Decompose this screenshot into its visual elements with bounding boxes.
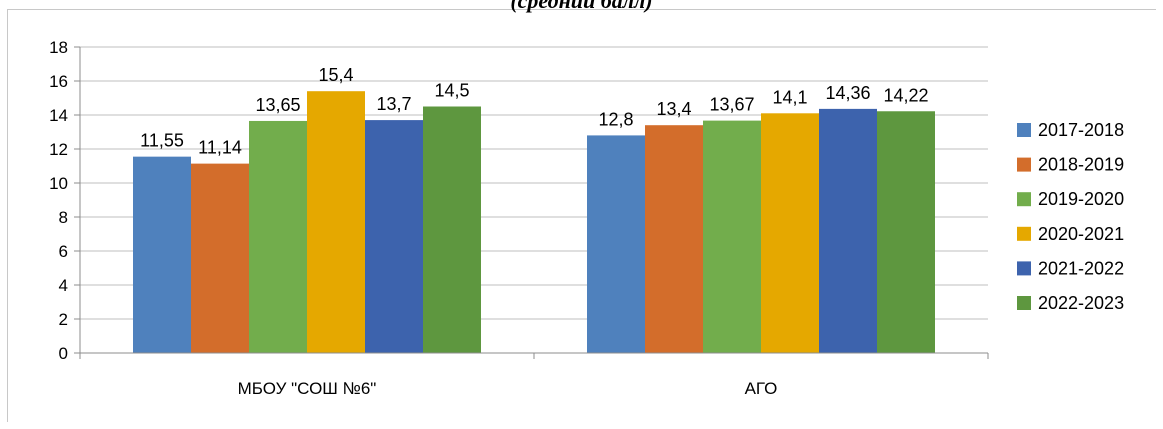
bar — [761, 113, 819, 353]
legend-swatch — [1017, 157, 1031, 172]
data-label: 14,1 — [772, 87, 807, 107]
legend-swatch — [1017, 296, 1031, 310]
bar — [587, 135, 645, 353]
bars — [133, 91, 935, 353]
y-tick-label: 4 — [59, 276, 68, 295]
y-axis: 0 2 4 6 8 10 12 14 16 18 — [49, 38, 81, 363]
data-label: 15,4 — [318, 65, 353, 85]
y-tick-label: 6 — [59, 242, 68, 261]
chart-frame — [7, 9, 1156, 422]
bar — [365, 120, 423, 353]
data-labels: 11,55 11,14 13,65 15,4 13,7 14,5 12,8 13,4 13,67… — [140, 65, 928, 157]
legend-label: 2021-2022 — [1038, 258, 1124, 278]
bar — [645, 125, 703, 353]
bar — [307, 91, 365, 353]
data-label: 14,36 — [825, 83, 870, 103]
legend-swatch — [1017, 123, 1031, 137]
legend-label: 2017-2018 — [1038, 120, 1124, 140]
x-category-label: АГО — [745, 379, 778, 398]
data-label: 13,7 — [376, 94, 411, 114]
y-tick-label: 2 — [59, 310, 68, 329]
x-category-label: МБОУ "СОШ №6" — [238, 379, 377, 398]
data-label: 14,22 — [883, 85, 928, 105]
data-label: 11,14 — [198, 138, 242, 158]
y-tick-label: 16 — [49, 72, 68, 91]
chart-title: (средний балл) — [510, 0, 653, 13]
legend-swatch — [1017, 192, 1031, 207]
legend-label: 2022-2023 — [1038, 293, 1124, 313]
data-label: 13,65 — [255, 95, 300, 115]
data-label: 13,4 — [656, 99, 691, 119]
legend: 2017-2018 2018-2019 2019-2020 2020-2021 2021… — [1017, 120, 1124, 313]
data-label: 13,67 — [709, 95, 754, 115]
legend-swatch — [1017, 261, 1031, 276]
legend-label: 2019-2020 — [1038, 189, 1124, 209]
data-label: 14,5 — [434, 81, 469, 101]
legend-label: 2018-2019 — [1038, 155, 1124, 175]
data-label: 12,8 — [598, 109, 633, 129]
legend-label: 2020-2021 — [1038, 224, 1124, 244]
y-tick-label: 0 — [59, 344, 68, 363]
y-tick-label: 18 — [49, 38, 68, 57]
x-axis: МБОУ "СОШ №6" АГО — [79, 352, 989, 398]
legend-swatch — [1017, 226, 1031, 241]
data-label: 11,55 — [140, 131, 184, 151]
y-tick-label: 8 — [59, 208, 68, 227]
bar — [819, 108, 877, 353]
bar — [703, 120, 761, 353]
y-tick-label: 10 — [49, 174, 68, 193]
bar — [423, 106, 481, 353]
y-tick-label: 14 — [49, 106, 68, 125]
bar — [877, 111, 935, 353]
bar — [133, 156, 191, 353]
bar — [249, 120, 307, 353]
y-tick-label: 12 — [49, 140, 68, 159]
bar — [191, 163, 249, 353]
